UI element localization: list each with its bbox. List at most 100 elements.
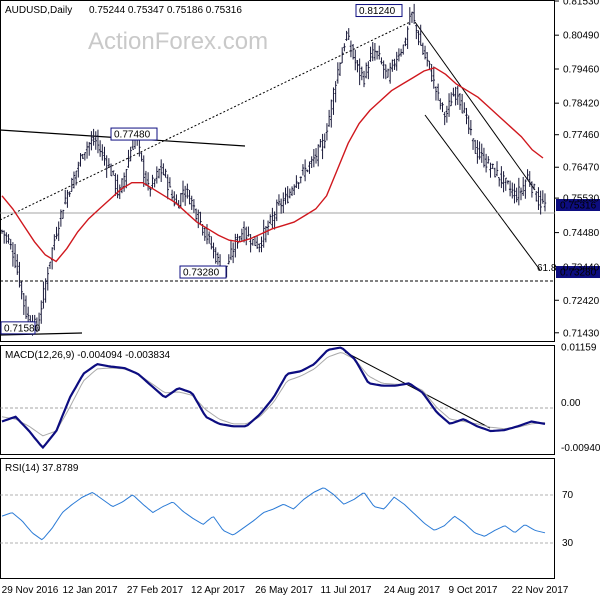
ohlc-bar bbox=[72, 171, 76, 189]
x-tick-label: 26 May 2017 bbox=[255, 585, 313, 596]
chart-symbol: AUDUSD,Daily bbox=[5, 5, 72, 16]
ohlc-bar bbox=[476, 140, 479, 164]
ohlc-bar bbox=[24, 295, 28, 319]
macd-title: MACD(12,26,9) -0.004094 -0.003834 bbox=[5, 350, 171, 361]
ohlc-bar bbox=[114, 173, 117, 196]
ohlc-bar bbox=[321, 133, 324, 160]
ohlc-bar bbox=[391, 59, 394, 72]
x-tick-label: 12 Apr 2017 bbox=[191, 585, 245, 596]
ohlc-bars bbox=[0, 3, 547, 336]
ohlc-bar bbox=[112, 170, 115, 176]
ohlc-bar bbox=[107, 158, 111, 168]
ohlc-bar bbox=[303, 159, 307, 182]
ohlc-bar bbox=[2, 230, 6, 244]
ohlc-bar bbox=[395, 51, 398, 71]
ohlc-bar bbox=[212, 242, 215, 259]
ohlc-bar bbox=[463, 102, 466, 114]
rsi-tick-label: 70 bbox=[562, 490, 574, 501]
ohlc-bar bbox=[192, 199, 196, 213]
ohlc-bar bbox=[419, 24, 422, 46]
ohlc-bar bbox=[371, 42, 374, 62]
ohlc-bar bbox=[471, 138, 475, 150]
ohlc-bar bbox=[295, 175, 298, 188]
ohlc-bar bbox=[535, 190, 538, 202]
ohlc-bar bbox=[314, 148, 318, 164]
ohlc-bar bbox=[162, 163, 165, 176]
ohlc-bar bbox=[399, 48, 403, 57]
ohlc-bar bbox=[151, 174, 154, 189]
x-tick-label: 29 Nov 2016 bbox=[2, 585, 59, 596]
ohlc-bar bbox=[66, 189, 69, 208]
ohlc-bar bbox=[88, 142, 91, 156]
ohlc-bar bbox=[526, 169, 529, 180]
ohlc-bar bbox=[319, 139, 322, 148]
price-annotation: 0.81240 bbox=[355, 4, 403, 17]
trend-lines bbox=[0, 21, 555, 544]
chart-ohlc: 0.75244 0.75347 0.75186 0.75316 bbox=[89, 5, 242, 16]
ohlc-bar bbox=[5, 232, 8, 244]
ohlc-bar bbox=[271, 207, 274, 229]
ohlc-bar bbox=[345, 30, 348, 41]
ohlc-bar bbox=[508, 180, 512, 197]
ohlc-bar bbox=[528, 171, 531, 187]
ohlc-bar bbox=[183, 185, 187, 206]
ohlc-bar bbox=[18, 261, 21, 288]
ohlc-bar bbox=[79, 153, 82, 167]
ohlc-bar bbox=[207, 231, 211, 244]
ohlc-bar bbox=[20, 281, 23, 300]
ohlc-bar bbox=[421, 42, 425, 55]
ohlc-bar bbox=[504, 177, 507, 191]
ohlc-bar bbox=[279, 198, 283, 214]
ohlc-bar bbox=[109, 163, 113, 177]
ohlc-bar bbox=[116, 174, 119, 199]
ohlc-bar bbox=[146, 172, 150, 191]
ohlc-bar bbox=[456, 85, 459, 105]
price-annotation: 0.73280 bbox=[179, 265, 227, 279]
ohlc-bar bbox=[332, 87, 335, 115]
ohlc-bar bbox=[340, 47, 344, 64]
ohlc-bar bbox=[445, 105, 449, 123]
x-tick-label: 27 Feb 2017 bbox=[127, 585, 184, 596]
ohlc-bar bbox=[537, 187, 540, 210]
ohlc-bar bbox=[35, 317, 39, 333]
ohlc-bar bbox=[37, 312, 41, 331]
ohlc-bar bbox=[260, 236, 263, 253]
ohlc-bar bbox=[410, 11, 414, 23]
macd-tick-label: -0.009408 bbox=[561, 443, 600, 454]
ohlc-bar bbox=[384, 64, 388, 80]
ohlc-bar bbox=[74, 170, 78, 186]
ohlc-bar bbox=[517, 177, 521, 206]
level-price-tag: 0.73280 bbox=[556, 266, 600, 279]
ohlc-bar bbox=[186, 183, 189, 199]
ohlc-bar bbox=[240, 228, 244, 242]
ohlc-bar bbox=[450, 92, 453, 107]
svg-text:0.75316: 0.75316 bbox=[560, 201, 597, 212]
ohlc-bar bbox=[432, 66, 435, 89]
ohlc-bar bbox=[157, 168, 161, 179]
ohlc-bar bbox=[436, 83, 440, 101]
ohlc-bar bbox=[430, 64, 433, 82]
ohlc-bar bbox=[64, 189, 67, 205]
ohlc-bar bbox=[199, 211, 202, 226]
ohlc-bar bbox=[484, 153, 488, 173]
ohlc-bar bbox=[159, 159, 163, 182]
ohlc-bar bbox=[290, 186, 294, 196]
last-price-tag: 0.75316 bbox=[556, 199, 600, 212]
price-tick-label: 0.75530 bbox=[563, 194, 600, 205]
ohlc-bar bbox=[105, 155, 108, 178]
ohlc-bar bbox=[312, 148, 316, 168]
ohlc-bar bbox=[140, 152, 143, 162]
ohlc-bar bbox=[358, 58, 361, 86]
ohlc-bar bbox=[0, 229, 4, 234]
ohlc-bar bbox=[120, 178, 124, 194]
ohlc-bar bbox=[317, 144, 320, 167]
ohlc-bar bbox=[360, 66, 364, 81]
ohlc-bar bbox=[103, 146, 106, 166]
ohlc-bar bbox=[406, 26, 409, 49]
low-support-line bbox=[0, 332, 83, 336]
svg-text:0.71580: 0.71580 bbox=[4, 323, 41, 334]
ohlc-bar bbox=[129, 146, 132, 162]
ohlc-bar bbox=[48, 261, 52, 269]
